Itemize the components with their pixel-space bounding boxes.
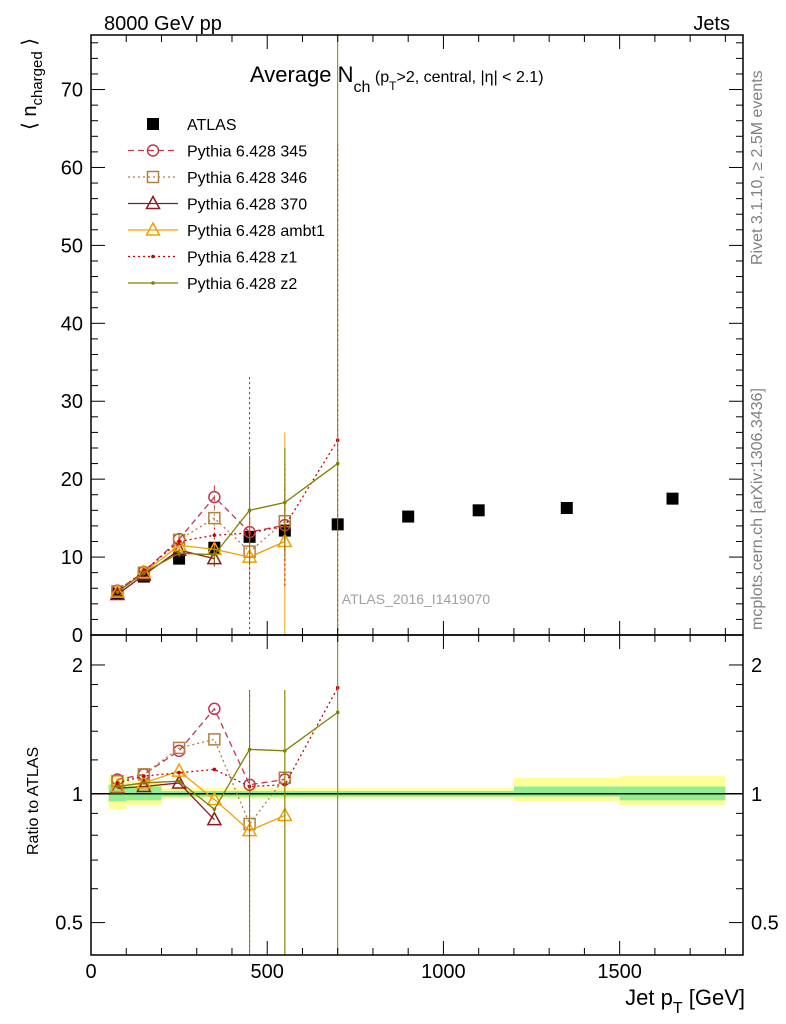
ratio-y-tick-label-right: 0.5 [751,913,779,935]
ratio-point-z1 [177,770,181,775]
ratio-band-inner [513,786,620,797]
y-tick-label: 50 [61,235,83,257]
data-point-ATLAS [472,504,485,517]
ratio-point-p345 [208,702,221,716]
data-point-ambt1 [109,583,126,598]
legend-label-z2: Pythia 6.428 z2 [187,276,297,293]
series-line-p370 [117,549,215,596]
y-tick-label: 70 [61,80,83,102]
main-panel: 0 10 20 30 40 50 60 70 [61,34,744,647]
data-point-p370 [206,550,223,565]
legend-label-p370: Pythia 6.428 370 [187,197,307,214]
data-point-z2 [247,508,252,513]
x-tick-label: 1500 [597,961,642,983]
legend-marker-ATLAS [147,118,159,130]
legend-label-ambt1: Pythia 6.428 ambt1 [187,223,325,240]
ratio-point-z2 [142,781,146,785]
ratio-y-tick-label: 2 [72,655,83,677]
ratio-point-p370 [109,779,126,795]
data-point-ambt1 [136,564,152,579]
y-tick-label: 0 [72,625,83,647]
y-tick-label: 30 [61,391,83,413]
legend-marker-p370 [145,194,161,210]
header-right: Jets [693,13,730,35]
ratio-line-p345 [117,707,285,786]
ratio-point-ambt1 [206,790,223,806]
data-point-p370 [109,585,126,601]
ratio-y-tick-label: 0.5 [55,913,83,935]
data-point-z2 [115,590,120,594]
ratio-point-z2 [212,807,217,812]
rivet-version-label: Rivet 3.1.10, ≥ 2.5M events [749,70,766,265]
ratio-y-tick-label: 1 [72,784,83,806]
header-left: 8000 GeV pp [104,13,222,35]
legend-marker-z1 [151,254,155,259]
data-point-z2 [142,570,146,575]
ratio-panel: 0 500 1000 1500 0.5 0.5 1 1 2 2 [55,634,779,983]
ratio-frame [90,634,744,956]
data-point-p345 [208,490,221,504]
legend-label-ATLAS: ATLAS [187,117,237,134]
legend-marker-ambt1 [145,221,161,236]
ratio-point-p346 [172,741,186,755]
data-point-p370 [136,566,152,581]
data-point-z1 [177,539,181,544]
legend-marker-p345 [146,144,160,157]
series-line-z2 [117,463,339,593]
x-tick-label: 500 [251,961,284,983]
ratio-point-ambt1 [171,762,187,777]
ratio-y-tick-label-right: 2 [751,655,762,677]
y-tick-label: 10 [61,547,83,569]
legend-label-z1: Pythia 6.428 z1 [187,250,297,267]
y-tick-label: 20 [61,469,83,491]
data-point-ATLAS [666,492,679,505]
mcplots-label: mcplots.cern.ch [arXiv:1306.3436] [749,388,766,630]
ratio-y-tick-label-right: 1 [751,784,762,806]
x-tick-label: 1000 [421,961,466,983]
data-point-z2 [177,551,181,555]
ratio-point-ambt1 [136,774,152,789]
ratio-point-p370 [136,777,152,793]
data-point-ATLAS [402,510,415,523]
x-axis-label: Jet pT [GeV] [625,985,745,1017]
ratio-point-z2 [177,779,181,784]
data-point-z2 [335,461,340,466]
analysis-watermark: ATLAS_2016_I1419070 [342,591,491,607]
main-title: Average Nch (pT>2, central, |η| < 2.1) [250,62,544,96]
main-y-axis-label: ⟨ ncharged ⟩ [19,38,46,130]
ratio-line-p370 [117,782,215,821]
legend-label-p345: Pythia 6.428 345 [187,144,307,161]
legend-marker-z2 [151,281,155,285]
ratio-point-z1 [142,774,146,778]
data-point-z1 [212,533,217,538]
ratio-point-z1 [115,781,120,785]
ratio-y-axis-label: Ratio to ATLAS [25,747,42,855]
legend-label-p346: Pythia 6.428 346 [187,170,307,187]
legend: ATLAS Pythia 6.428 345 Pythia 6.428 346 Pyt… [128,117,325,293]
x-tick-label: 0 [85,961,96,983]
legend-marker-p346 [146,170,160,184]
data-point-z2 [212,552,217,557]
data-point-z2 [283,500,287,505]
data-point-ATLAS [560,501,573,514]
ratio-point-p346 [208,733,221,746]
y-tick-label: 60 [61,157,83,179]
ratio-point-z1 [212,767,217,772]
data-point-p346 [208,511,221,525]
y-tick-label: 40 [61,313,83,335]
ratio-point-z2 [115,784,120,789]
ratio-point-p370 [206,811,223,826]
